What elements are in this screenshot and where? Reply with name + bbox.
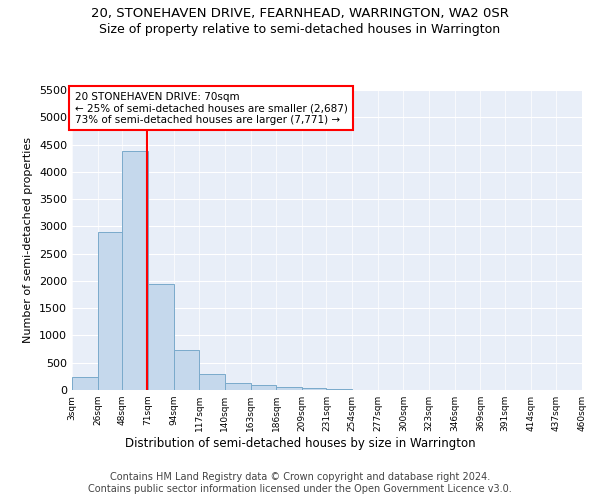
- Bar: [72, 378, 98, 390]
- Bar: [251, 386, 276, 390]
- Text: 20 STONEHAVEN DRIVE: 70sqm
← 25% of semi-detached houses are smaller (2,687)
73%: 20 STONEHAVEN DRIVE: 70sqm ← 25% of semi…: [74, 92, 347, 124]
- Bar: [302, 388, 326, 390]
- Text: Size of property relative to semi-detached houses in Warrington: Size of property relative to semi-detach…: [100, 22, 500, 36]
- Bar: [148, 284, 173, 390]
- Text: Contains public sector information licensed under the Open Government Licence v3: Contains public sector information licen…: [88, 484, 512, 494]
- Text: Contains HM Land Registry data © Crown copyright and database right 2024.: Contains HM Land Registry data © Crown c…: [110, 472, 490, 482]
- Y-axis label: Number of semi-detached properties: Number of semi-detached properties: [23, 137, 34, 343]
- Bar: [225, 384, 251, 390]
- Text: 20, STONEHAVEN DRIVE, FEARNHEAD, WARRINGTON, WA2 0SR: 20, STONEHAVEN DRIVE, FEARNHEAD, WARRING…: [91, 8, 509, 20]
- Bar: [122, 151, 148, 390]
- Text: Distribution of semi-detached houses by size in Warrington: Distribution of semi-detached houses by …: [125, 438, 475, 450]
- Bar: [276, 387, 302, 390]
- Bar: [98, 232, 122, 390]
- Bar: [326, 389, 352, 390]
- Bar: [199, 374, 225, 390]
- Bar: [173, 350, 199, 390]
